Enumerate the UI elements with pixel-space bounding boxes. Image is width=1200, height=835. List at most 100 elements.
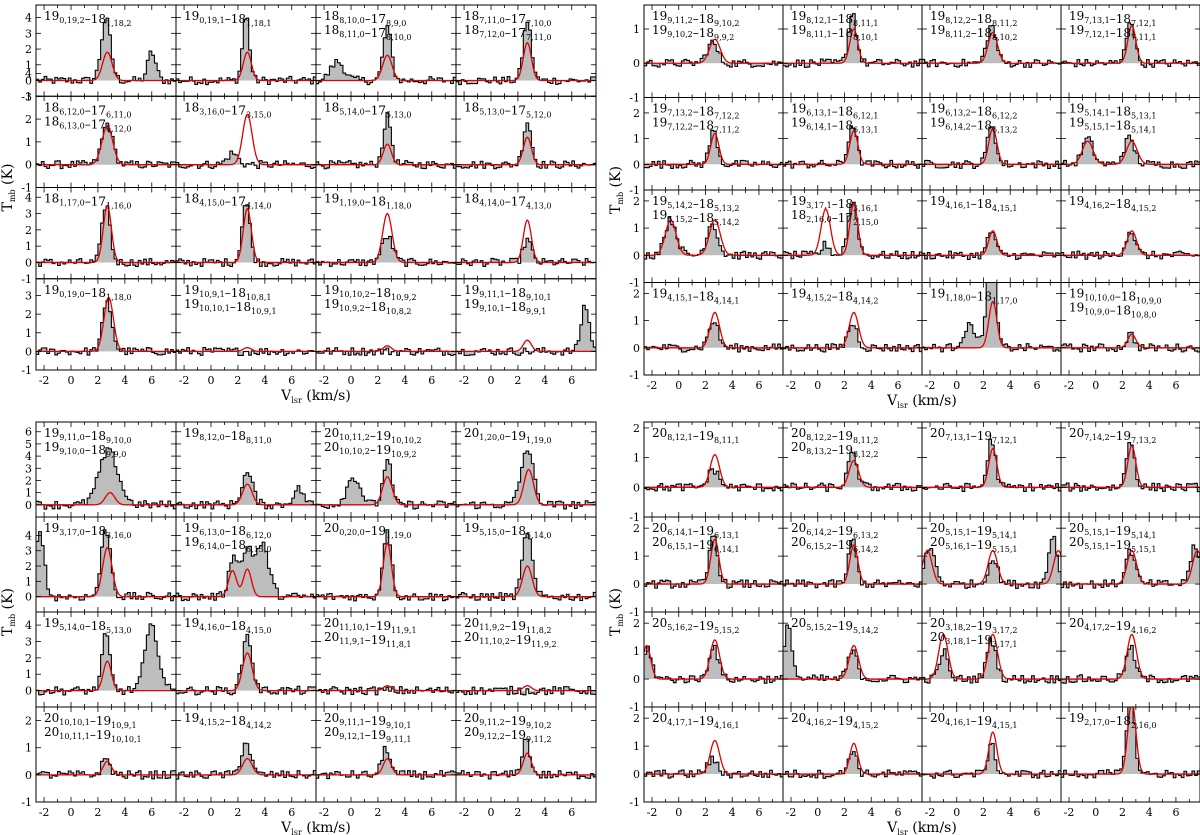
transition-label-base: –19 — [365, 714, 386, 728]
transition-label-base: 20 — [791, 711, 806, 725]
transition-label-sub: 5,14,0 — [526, 531, 551, 540]
transition-label: 184,14,0–174,13,0 — [464, 192, 551, 211]
transition-label: 186,13,0–176,12,0 — [44, 114, 131, 133]
transition-label-sub: 11,9,1 — [391, 626, 416, 635]
transition-label-base: 20 — [791, 521, 806, 535]
transition-label-sub: 10,8,2 — [386, 307, 411, 316]
observed-spectrum-line — [1061, 22, 1200, 68]
transition-label-base: 19 — [791, 116, 806, 130]
transition-label-base: 20 — [652, 535, 667, 549]
transition-label-sub: 5,13,0 — [479, 107, 504, 116]
transition-label-base: 19 — [1069, 23, 1084, 37]
model-spectrum-line — [783, 130, 922, 165]
observed-spectrum-fill — [456, 451, 596, 509]
x-tick-label: 2 — [94, 806, 101, 819]
transition-label: 191,18,0–181,17,0 — [930, 287, 1017, 306]
transition-label-base: –19 — [971, 538, 992, 552]
y-tick-label: 2 — [633, 107, 640, 120]
transition-label-sub: 4,15,2 — [806, 294, 831, 303]
observed-spectrum-fill — [1061, 135, 1200, 169]
transition-label-sub: 9,10,1 — [479, 304, 504, 313]
transition-label-base: –18 — [225, 714, 246, 728]
observed-spectrum-line — [922, 535, 1061, 589]
transition-label-base: 19 — [1069, 9, 1084, 23]
transition-label-base: 19 — [652, 194, 667, 208]
transition-label: 2011,10,2–1911,9,2 — [464, 630, 557, 649]
x-axis-title-unit: (km/s) — [908, 820, 957, 835]
y-axis-title: Tmb (K) — [0, 588, 17, 636]
model-spectrum-line — [644, 132, 783, 165]
transition-label-sub: 4,14,2 — [246, 721, 271, 730]
model-spectrum-line — [36, 660, 176, 692]
y-tick-label: 2 — [633, 287, 640, 300]
transition-label-sub: 9,9,0 — [106, 450, 126, 459]
transition-label-sub: 1,16,0 — [106, 202, 131, 211]
y-tick-label: 3 — [25, 290, 32, 303]
y-tick-label: 0 — [25, 345, 32, 358]
observed-spectrum-fill — [176, 18, 316, 85]
transition-label-sub: 9,10,2 — [714, 19, 739, 28]
transition-label-base: 20 — [1069, 535, 1084, 549]
transition-label-base: 18 — [464, 100, 479, 114]
transition-label-sub: 8,12,1 — [667, 433, 692, 442]
observed-spectrum-line — [1061, 441, 1200, 493]
transition-label-base: 20 — [324, 616, 339, 630]
transition-label: 2011,9,1–1911,8,1 — [324, 630, 411, 649]
transition-label-base: 20 — [652, 521, 667, 535]
panel-11: 184,14,0–174,13,0 — [455, 187, 597, 280]
observed-spectrum-fill — [176, 743, 316, 780]
transition-label-base: 19 — [464, 521, 479, 535]
transition-label-sub: 6,14,0 — [199, 542, 224, 551]
observed-spectrum-line — [176, 346, 316, 357]
transition-label-sub: 4,17,1 — [667, 718, 692, 727]
transition-label-base: 20 — [652, 616, 667, 630]
panel-0: -1 0 1 2 3 4 190,19,2–181,18,2 — [21, 4, 177, 103]
transition-label-base: 19 — [930, 9, 945, 23]
observed-spectrum-line — [36, 447, 176, 510]
y-axis-title: Tmb (K) — [608, 588, 625, 636]
model-spectrum-line — [922, 230, 1061, 256]
x-tick-label: 0 — [348, 806, 355, 819]
transition-label-sub: 6,11,0 — [106, 110, 131, 119]
transition-label-base: –18 — [225, 429, 246, 443]
transition-label-base: 20 — [791, 426, 806, 440]
transition-label-sub: 1,18,2 — [106, 19, 131, 28]
y-tick-label: 0 — [25, 256, 32, 269]
y-axis-title: Tmb (K) — [0, 164, 17, 212]
transition-label: 2011,10,1–1911,9,1 — [324, 616, 417, 635]
transition-label-sub: 9,10,1 — [386, 721, 411, 730]
observed-spectrum-fill — [783, 202, 922, 259]
transition-label: 194,16,1–184,15,1 — [930, 194, 1017, 213]
observed-spectrum-fill — [36, 206, 176, 267]
x-axis-title-unit: (km/s) — [302, 820, 351, 835]
transition-label-base: 18 — [184, 192, 199, 206]
model-spectrum-line — [1061, 444, 1200, 488]
model-spectrum-line — [176, 652, 316, 692]
observed-spectrum-line — [36, 17, 176, 85]
observed-spectrum-line — [36, 758, 176, 780]
observed-spectrum-line — [644, 535, 783, 589]
y-tick-label: 2 — [633, 617, 640, 630]
x-tick-label: -2 — [1064, 806, 1075, 819]
transition-label-sub: 10,9,0 — [1084, 308, 1109, 317]
transition-label-base: 19 — [930, 116, 945, 130]
transition-label-base: –19 — [693, 524, 714, 538]
panel-35: 201,20,0–191,19,0 — [455, 421, 597, 518]
y-axis-title-unit: (K) — [608, 166, 624, 192]
transition-label: 187,11,0–177,10,0 — [464, 9, 551, 28]
y-tick-label: 0 — [633, 673, 640, 686]
transition-label-sub: 8,11,0 — [339, 30, 364, 39]
x-tick-label: 0 — [208, 806, 215, 819]
transition-label: 204,16,1–194,15,1 — [930, 711, 1017, 730]
x-tick-label: 6 — [288, 806, 295, 819]
transition-label-sub: 2,17,0 — [1084, 718, 1109, 727]
transition-label-base: –18 — [693, 26, 714, 40]
x-tick-label: -2 — [647, 806, 658, 819]
transition-label-sub: 5,16,1 — [945, 542, 970, 551]
transition-label-sub: 5,14,1 — [1131, 126, 1156, 135]
observed-spectrum-fill — [36, 123, 176, 169]
transition-label: 203,18,2–193,17,2 — [930, 616, 1017, 635]
transition-label-sub: 10,9,0 — [1136, 297, 1161, 306]
panel-1: 190,19,1–181,18,1 — [175, 4, 317, 97]
